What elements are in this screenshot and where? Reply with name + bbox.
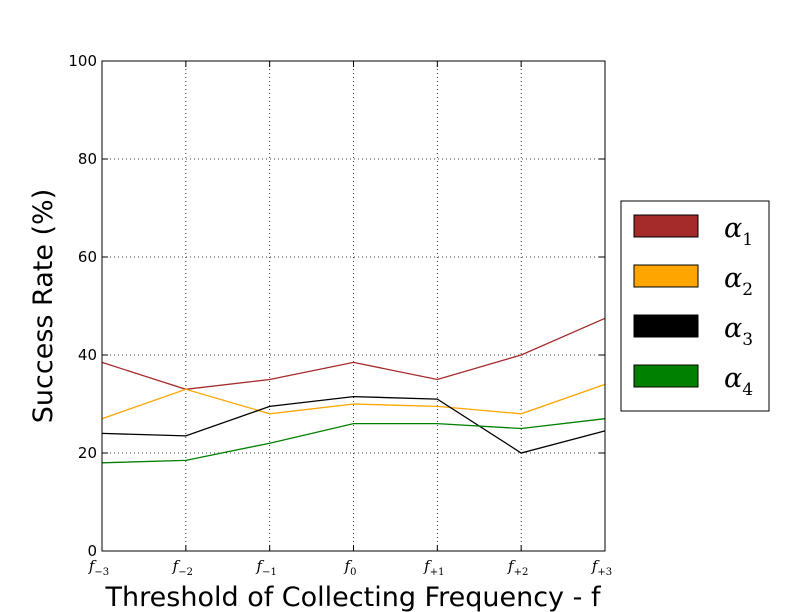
y-tick-label: 40 <box>78 346 97 364</box>
series-line-alpha-4 <box>101 418 606 464</box>
legend-label: α2 <box>724 263 753 300</box>
y-axis-ticks: 0 20 40 60 80 100 <box>68 52 605 560</box>
legend-label: α4 <box>724 363 753 400</box>
x-tick-label: f−1 <box>256 557 277 578</box>
y-tick-label: 60 <box>78 248 97 266</box>
grid-lines <box>102 61 605 551</box>
x-tick-label: f−2 <box>172 557 193 578</box>
legend-label: α1 <box>724 213 753 250</box>
x-tick-label: f0 <box>344 557 357 578</box>
x-axis-label: Threshold of Collecting Frequency - f <box>105 582 602 612</box>
x-tick-label: f−3 <box>88 557 109 578</box>
x-tick-label: f+3 <box>591 557 612 578</box>
x-tick-label: f+2 <box>507 557 528 578</box>
x-tick-label: f+1 <box>423 557 444 578</box>
legend-swatch <box>633 214 699 238</box>
y-tick-label: 20 <box>78 444 97 462</box>
legend-swatch <box>633 264 699 288</box>
series-line-alpha-3 <box>101 395 606 454</box>
x-axis-ticks: f−3 f−2 f−1 f0 f+1 f+2 f+3 <box>88 61 612 578</box>
y-tick-label: 80 <box>78 150 97 168</box>
y-tick-label: 100 <box>68 52 97 70</box>
legend-label: α3 <box>724 313 753 350</box>
series-lines <box>101 317 606 464</box>
legend: α1 α2 α3 α4 <box>620 200 770 412</box>
legend-swatch <box>633 364 699 388</box>
y-axis-label: Success Rate (%) <box>28 189 59 423</box>
legend-swatch <box>633 314 699 338</box>
y-tick-label: 0 <box>87 542 97 560</box>
series-line-alpha-2 <box>101 383 606 420</box>
